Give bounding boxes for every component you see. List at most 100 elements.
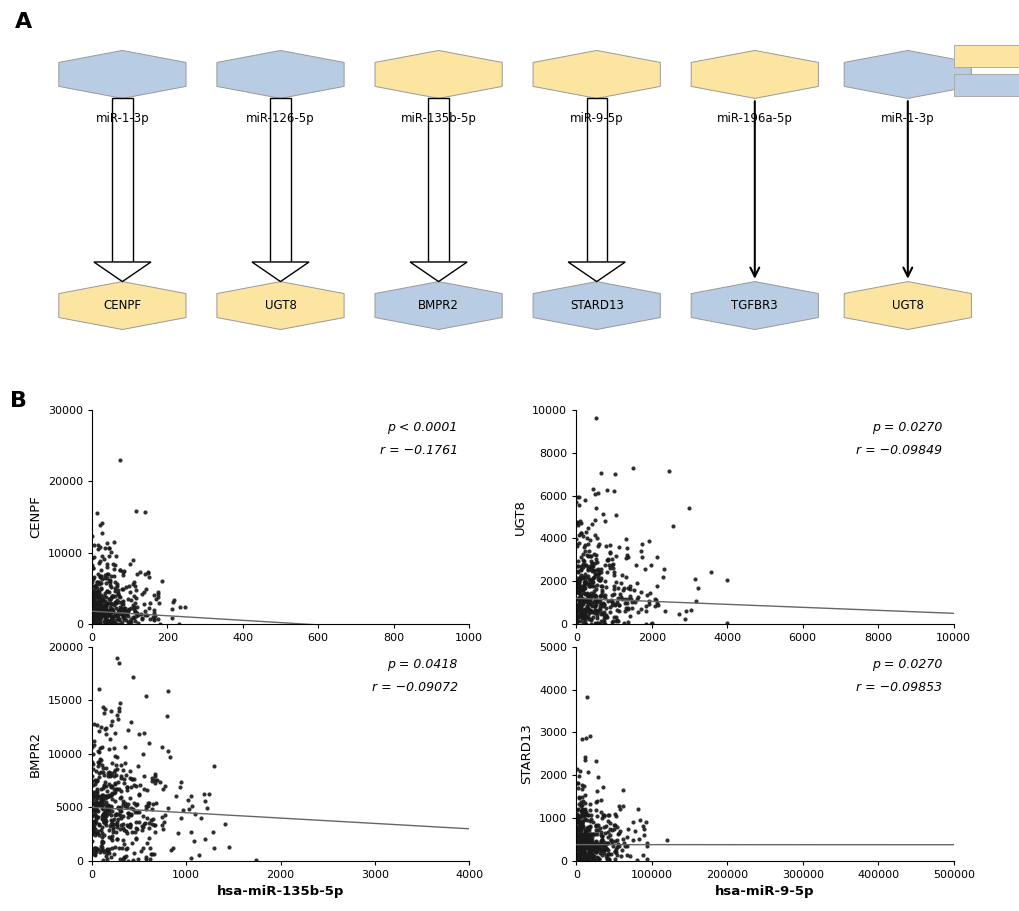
Point bbox=[592, 834, 608, 848]
Point bbox=[99, 801, 115, 815]
Point bbox=[702, 565, 718, 579]
Point bbox=[593, 597, 609, 611]
Point bbox=[102, 787, 118, 802]
Point bbox=[107, 806, 123, 821]
Point bbox=[112, 453, 128, 467]
Point bbox=[121, 818, 138, 833]
Point bbox=[580, 844, 596, 858]
Point bbox=[601, 546, 618, 560]
Point bbox=[579, 832, 595, 846]
Point bbox=[103, 617, 119, 631]
Point bbox=[610, 587, 627, 601]
Point bbox=[571, 600, 587, 615]
Point bbox=[100, 616, 116, 630]
Point bbox=[138, 852, 154, 866]
Point bbox=[99, 843, 115, 857]
Point bbox=[587, 817, 603, 832]
Point bbox=[598, 483, 614, 497]
Point bbox=[84, 740, 100, 754]
Point bbox=[85, 746, 101, 761]
Point bbox=[569, 853, 585, 867]
Point bbox=[575, 614, 591, 629]
Point bbox=[572, 837, 588, 852]
Point bbox=[85, 614, 101, 629]
Point bbox=[118, 849, 135, 864]
Point bbox=[96, 814, 112, 829]
Polygon shape bbox=[270, 98, 290, 262]
Point bbox=[648, 550, 664, 565]
Point bbox=[111, 782, 127, 796]
Point bbox=[590, 595, 606, 609]
Point bbox=[579, 851, 595, 865]
Point bbox=[585, 564, 601, 578]
Polygon shape bbox=[375, 281, 501, 330]
Point bbox=[98, 576, 114, 590]
Point bbox=[89, 581, 105, 596]
Point bbox=[93, 794, 109, 809]
Point bbox=[568, 609, 584, 623]
Point bbox=[583, 517, 599, 531]
Point bbox=[578, 558, 594, 572]
Point bbox=[91, 756, 107, 771]
Point bbox=[88, 589, 104, 603]
Point bbox=[598, 609, 614, 624]
Point bbox=[585, 848, 601, 863]
Point bbox=[93, 789, 109, 804]
Point bbox=[146, 603, 162, 618]
Point bbox=[90, 601, 106, 616]
Point bbox=[97, 541, 113, 556]
Point bbox=[90, 824, 106, 839]
Point bbox=[123, 836, 140, 851]
Point bbox=[568, 516, 584, 530]
Point bbox=[570, 847, 586, 862]
Point bbox=[586, 836, 602, 851]
Point bbox=[569, 599, 585, 613]
Point bbox=[576, 834, 592, 849]
Point bbox=[120, 615, 137, 630]
Point bbox=[97, 608, 113, 622]
Point bbox=[88, 587, 104, 601]
Point bbox=[92, 608, 108, 622]
Point bbox=[108, 595, 124, 609]
Point bbox=[599, 565, 615, 579]
Point bbox=[581, 832, 597, 846]
Point bbox=[106, 616, 122, 630]
Polygon shape bbox=[568, 262, 625, 281]
Point bbox=[114, 609, 130, 624]
Point bbox=[120, 819, 137, 834]
Point bbox=[607, 575, 624, 589]
Point bbox=[569, 853, 585, 867]
Point bbox=[84, 774, 100, 789]
Point bbox=[133, 587, 150, 601]
Point bbox=[98, 783, 114, 798]
Point bbox=[572, 526, 588, 540]
Point bbox=[574, 553, 590, 568]
Point bbox=[599, 852, 615, 866]
Point bbox=[583, 847, 599, 862]
Point bbox=[104, 589, 120, 603]
Point bbox=[569, 609, 585, 624]
Point bbox=[102, 591, 118, 606]
Point bbox=[90, 786, 106, 801]
Point bbox=[153, 810, 169, 824]
Point bbox=[94, 825, 110, 840]
Point bbox=[106, 589, 122, 603]
Point bbox=[92, 797, 108, 812]
Point bbox=[572, 834, 588, 849]
Point bbox=[111, 563, 127, 578]
Point bbox=[575, 841, 591, 855]
Point bbox=[594, 848, 610, 863]
Point bbox=[568, 841, 584, 855]
Point bbox=[85, 616, 101, 630]
Point bbox=[114, 607, 130, 621]
Point bbox=[106, 749, 122, 763]
Point bbox=[583, 560, 599, 575]
Point bbox=[86, 609, 102, 623]
Point bbox=[587, 617, 603, 631]
Point bbox=[85, 589, 101, 604]
Point bbox=[593, 836, 609, 851]
Point bbox=[86, 583, 102, 598]
Point bbox=[95, 807, 111, 822]
Point bbox=[588, 617, 604, 631]
Point bbox=[105, 603, 121, 618]
